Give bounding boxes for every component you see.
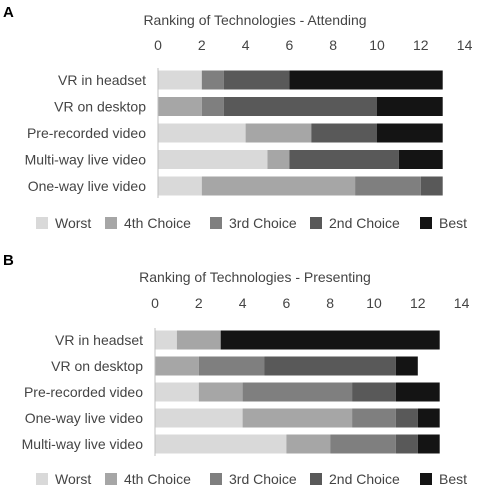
category-label-b-0: VR in headset bbox=[55, 332, 143, 348]
x-tick-label-a-5: 10 bbox=[369, 37, 385, 53]
legend-label-a-2: 3rd Choice bbox=[229, 215, 297, 231]
bar-a-1-1 bbox=[158, 97, 202, 116]
x-tick-label-a-4: 8 bbox=[329, 37, 337, 53]
legend-swatch-b-3 bbox=[310, 473, 322, 485]
category-label-a-3: Multi-way live video bbox=[25, 152, 147, 168]
legend-label-a-0: Worst bbox=[55, 215, 91, 231]
x-tick-label-a-7: 14 bbox=[457, 37, 473, 53]
bar-a-1-4 bbox=[377, 97, 443, 116]
category-label-a-2: Pre-recorded video bbox=[27, 125, 146, 141]
x-tick-label-b-1: 2 bbox=[195, 295, 203, 311]
legend-swatch-b-4 bbox=[420, 473, 432, 485]
chart-title-a: Ranking of Technologies - Attending bbox=[143, 12, 366, 28]
legend-swatch-a-0 bbox=[36, 217, 48, 229]
bar-a-1-2 bbox=[201, 97, 224, 116]
legend-swatch-a-1 bbox=[105, 217, 117, 229]
legend-label-b-1: 4th Choice bbox=[124, 471, 191, 487]
bar-b-1-4 bbox=[395, 356, 418, 376]
legend-swatch-a-4 bbox=[420, 217, 432, 229]
legend-label-b-2: 3rd Choice bbox=[229, 471, 297, 487]
x-tick-label-b-4: 8 bbox=[326, 295, 334, 311]
legend-swatch-b-2 bbox=[210, 473, 222, 485]
category-label-a-0: VR in headset bbox=[58, 72, 146, 88]
bar-b-1-3 bbox=[264, 356, 396, 376]
legend-label-a-1: 4th Choice bbox=[124, 215, 191, 231]
legend-swatch-b-0 bbox=[36, 473, 48, 485]
bar-a-4-0 bbox=[158, 176, 202, 196]
x-tick-label-b-2: 4 bbox=[239, 295, 247, 311]
x-tick-label-a-6: 12 bbox=[413, 37, 429, 53]
chart-title-b: Ranking of Technologies - Presenting bbox=[139, 269, 371, 285]
bar-b-4-4 bbox=[417, 434, 440, 454]
bar-a-4-2 bbox=[355, 176, 421, 196]
bar-a-3-0 bbox=[158, 150, 268, 169]
bar-b-2-3 bbox=[352, 382, 396, 402]
legend-label-b-0: Worst bbox=[55, 471, 91, 487]
bar-a-0-2 bbox=[201, 70, 224, 90]
bar-a-3-4 bbox=[398, 150, 443, 169]
x-tick-label-a-2: 4 bbox=[242, 37, 250, 53]
panel-letter-a: A bbox=[3, 4, 14, 21]
bar-b-4-0 bbox=[155, 434, 287, 454]
legend-swatch-a-2 bbox=[210, 217, 222, 229]
category-label-a-4: One-way live video bbox=[28, 178, 146, 194]
bar-b-3-4 bbox=[417, 408, 440, 428]
bar-a-4-3 bbox=[420, 176, 443, 196]
legend-swatch-a-3 bbox=[310, 217, 322, 229]
bar-b-4-3 bbox=[395, 434, 418, 454]
bar-b-4-2 bbox=[330, 434, 396, 454]
legend-swatch-b-1 bbox=[105, 473, 117, 485]
category-label-b-3: One-way live video bbox=[25, 410, 143, 426]
bar-a-2-4 bbox=[377, 123, 443, 143]
bar-a-2-0 bbox=[158, 123, 246, 143]
category-label-a-1: VR on desktop bbox=[54, 99, 146, 115]
bar-a-0-0 bbox=[158, 70, 202, 90]
x-tick-label-a-1: 2 bbox=[198, 37, 206, 53]
bar-b-3-3 bbox=[395, 408, 418, 428]
bar-b-2-0 bbox=[155, 382, 199, 402]
panel-letter-b: B bbox=[3, 252, 14, 269]
bar-b-3-2 bbox=[352, 408, 396, 428]
bar-a-3-1 bbox=[267, 150, 290, 169]
bar-b-1-2 bbox=[198, 356, 265, 376]
bar-b-1-1 bbox=[155, 356, 199, 376]
bar-b-2-1 bbox=[198, 382, 243, 402]
bar-b-3-1 bbox=[242, 408, 353, 428]
category-label-b-1: VR on desktop bbox=[51, 358, 143, 374]
bar-a-2-3 bbox=[311, 123, 377, 143]
bar-b-0-4 bbox=[220, 330, 440, 350]
bar-b-0-1 bbox=[176, 330, 221, 350]
x-tick-label-b-6: 12 bbox=[410, 295, 426, 311]
legend-label-b-3: 2nd Choice bbox=[329, 471, 400, 487]
x-tick-label-a-0: 0 bbox=[154, 37, 162, 53]
bar-a-4-1 bbox=[201, 176, 356, 196]
legend-label-a-4: Best bbox=[439, 215, 467, 231]
bar-a-1-3 bbox=[223, 97, 377, 116]
x-tick-label-b-5: 10 bbox=[366, 295, 382, 311]
x-tick-label-b-0: 0 bbox=[151, 295, 159, 311]
bar-a-0-3 bbox=[223, 70, 290, 90]
bar-a-3-3 bbox=[289, 150, 399, 169]
bar-b-4-1 bbox=[286, 434, 331, 454]
bar-b-2-4 bbox=[395, 382, 440, 402]
bar-b-0-0 bbox=[155, 330, 177, 350]
x-tick-label-a-3: 6 bbox=[286, 37, 294, 53]
bar-b-3-0 bbox=[155, 408, 243, 428]
legend-label-a-3: 2nd Choice bbox=[329, 215, 400, 231]
category-label-b-2: Pre-recorded video bbox=[24, 384, 143, 400]
bar-a-2-1 bbox=[245, 123, 312, 143]
x-tick-label-b-3: 6 bbox=[283, 295, 291, 311]
x-tick-label-b-7: 14 bbox=[454, 295, 470, 311]
bar-a-0-4 bbox=[289, 70, 443, 90]
category-label-b-4: Multi-way live video bbox=[22, 436, 144, 452]
legend-label-b-4: Best bbox=[439, 471, 467, 487]
bar-b-2-2 bbox=[242, 382, 353, 402]
